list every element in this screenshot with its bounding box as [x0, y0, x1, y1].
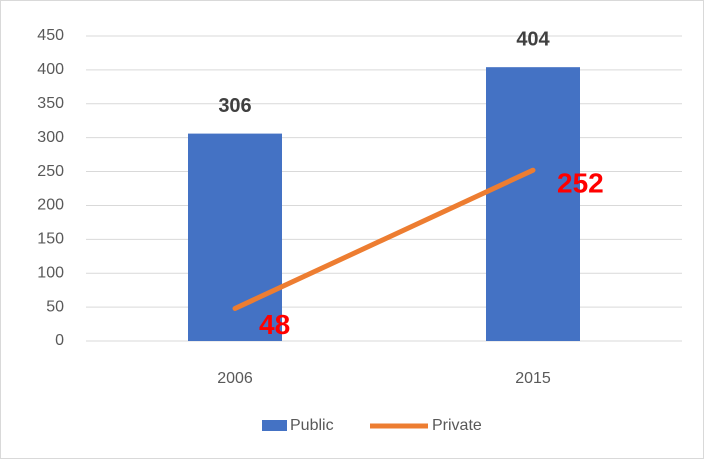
x-tick-label: 2006 — [217, 370, 253, 387]
x-tick-label: 2015 — [515, 370, 551, 387]
legend-swatch — [262, 420, 287, 431]
bar — [486, 67, 580, 341]
data-label: 306 — [218, 95, 251, 117]
y-tick-label: 200 — [37, 197, 64, 214]
y-tick-label: 400 — [37, 61, 64, 78]
y-tick-label: 100 — [37, 264, 64, 281]
legend-label: Public — [290, 417, 334, 434]
line — [232, 167, 536, 311]
y-tick-label: 300 — [37, 129, 64, 146]
data-label: 48 — [259, 309, 290, 340]
y-tick-label: 450 — [37, 27, 64, 44]
y-tick-label: 150 — [37, 231, 64, 248]
data-label: 404 — [516, 28, 550, 50]
legend-label: Private — [432, 417, 482, 434]
y-tick-label: 350 — [37, 95, 64, 112]
data-label: 252 — [557, 168, 604, 199]
y-tick-label: 250 — [37, 163, 64, 180]
y-tick-label: 0 — [55, 332, 64, 349]
y-tick-label: 50 — [46, 298, 64, 315]
